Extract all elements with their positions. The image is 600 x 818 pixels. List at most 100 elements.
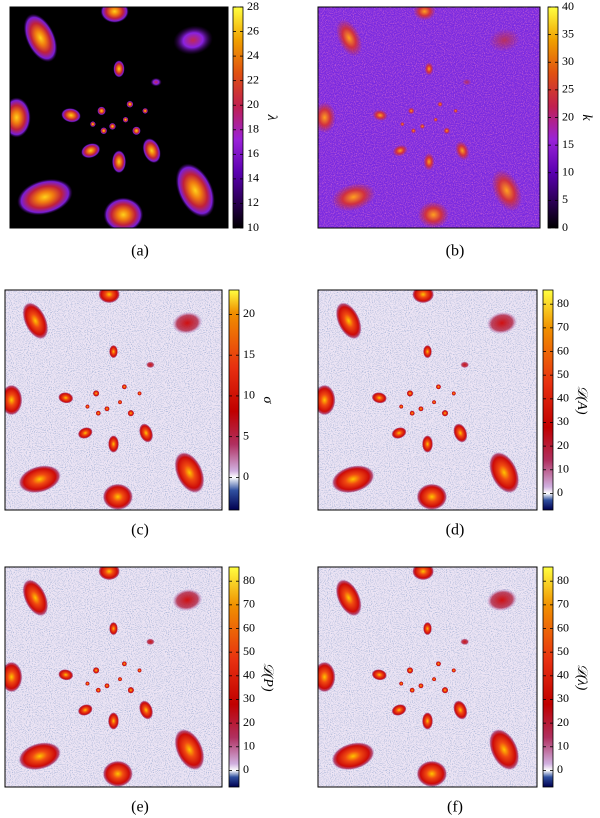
blob: [371, 669, 387, 681]
colorbar-tick-label: 80: [243, 573, 255, 587]
blob: [58, 669, 74, 681]
blob: [92, 667, 100, 674]
colorbar-tick-label: 40: [562, 0, 574, 13]
colorbar-tick-label: 0: [557, 485, 563, 499]
blob: [109, 122, 116, 130]
colorbar: [228, 566, 240, 788]
blob: [5, 661, 23, 693]
colorbar-label: k: [579, 114, 594, 121]
blob: [431, 677, 437, 682]
colorbar-tick-label: 20: [243, 306, 255, 320]
heatmap-image: [10, 7, 228, 228]
blob: [175, 163, 215, 218]
blob: [453, 700, 468, 720]
colorbar: [228, 289, 240, 511]
colorbar-label: λ: [264, 113, 279, 120]
colorbar-tick-label: 80: [557, 573, 569, 587]
colorbar-tick-label: 10: [557, 462, 569, 476]
blob: [489, 28, 520, 52]
colorbar-tick-label: 30: [557, 414, 569, 428]
blob: [126, 100, 134, 108]
panel-caption: (c): [131, 522, 149, 539]
blob: [399, 404, 404, 409]
blob: [460, 361, 470, 369]
blob: [98, 290, 121, 304]
blob: [331, 742, 375, 771]
colorbar-tick-label: 24: [247, 48, 259, 62]
blob: [142, 138, 161, 164]
blob: [113, 60, 125, 78]
colorbar: [232, 6, 244, 229]
colorbar-label: σ: [260, 397, 275, 405]
blob: [98, 567, 121, 581]
blob: [372, 109, 388, 121]
blob: [412, 567, 435, 581]
colorbar-tick-label: 26: [247, 23, 259, 37]
panel: 0 10 20 30 40 50 60 70 80 𝒟(λ) (f): [317, 566, 589, 816]
blob: [423, 152, 435, 171]
colorbar-tick-label: 35: [562, 26, 574, 40]
blob: [335, 19, 363, 57]
blob: [391, 427, 407, 439]
colorbar-tick-label: 0: [557, 762, 563, 776]
blob: [146, 361, 155, 369]
colorbar-tick-label: 15: [243, 347, 255, 361]
blob: [422, 712, 433, 730]
blob: [127, 409, 135, 417]
image-frame: [317, 289, 538, 511]
blob: [121, 384, 127, 390]
panel-caption: (e): [131, 799, 149, 816]
blob: [443, 127, 451, 135]
blob: [435, 661, 442, 667]
blob: [117, 677, 123, 682]
blob: [406, 390, 414, 397]
colorbar-tick-label: 25: [562, 82, 574, 96]
panel: 0 10 20 30 40 50 60 70 80 𝒟(P) (e): [4, 566, 275, 816]
heatmap-image: [318, 290, 537, 510]
blob: [399, 681, 404, 686]
blob: [81, 143, 101, 159]
panel: 0 5 10 15 20 25 30 35 40 k (b): [317, 0, 594, 260]
blob: [77, 427, 93, 439]
blob: [392, 144, 408, 157]
blob: [318, 102, 336, 133]
blob: [331, 465, 375, 494]
blob: [331, 183, 376, 212]
colorbar-tick-label: 0: [562, 220, 568, 234]
colorbar-label: 𝒟(P): [260, 662, 275, 691]
blob: [17, 178, 73, 216]
blob: [412, 290, 435, 304]
blob: [419, 123, 426, 129]
colorbar-tick-label: 50: [557, 644, 569, 658]
blob: [431, 400, 437, 405]
colorbar-tick-label: 20: [557, 438, 569, 452]
blob: [139, 423, 154, 443]
blob: [437, 101, 443, 107]
blob: [100, 7, 129, 23]
colorbar-tick-label: 12: [247, 195, 259, 209]
blob: [451, 391, 456, 396]
panel-caption: (b): [446, 243, 465, 260]
blob: [318, 661, 336, 693]
blob: [406, 667, 414, 674]
blob: [95, 687, 101, 693]
blob: [5, 384, 23, 416]
blob: [22, 302, 49, 340]
colorbar-tick-label: 60: [557, 343, 569, 357]
colorbar-tick-label: 30: [562, 54, 574, 68]
colorbar-tick-label: 40: [243, 668, 255, 682]
colorbar-tick-label: 50: [557, 367, 569, 381]
blob: [150, 77, 162, 87]
blob: [416, 483, 448, 510]
colorbar-tick-label: 20: [557, 715, 569, 729]
colorbar-tick-label: 70: [557, 320, 569, 334]
panel: 0 10 20 30 40 50 60 70 80 𝒟(A) (d): [317, 289, 589, 539]
heatmap-image: [5, 290, 222, 510]
blob: [409, 687, 415, 693]
colorbar: [542, 289, 554, 511]
blob: [486, 311, 518, 335]
blob: [85, 404, 90, 409]
blob: [371, 392, 387, 404]
colorbar-tick-label: 10: [243, 739, 255, 753]
